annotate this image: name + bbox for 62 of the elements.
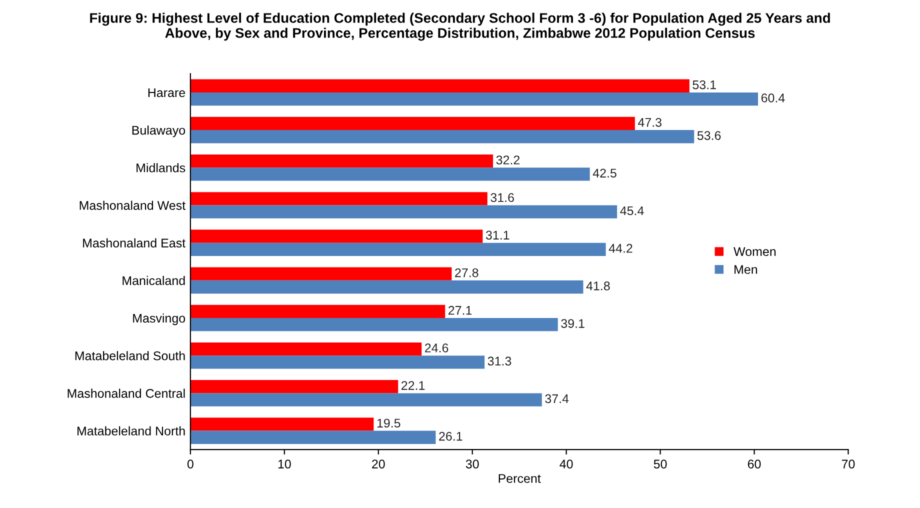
bar — [190, 242, 606, 256]
data-label: 31.1 — [486, 230, 510, 240]
data-label: 32.2 — [496, 156, 520, 164]
bar — [190, 92, 758, 106]
y-tick-label: Mashonaland Central — [68, 388, 185, 398]
bar — [190, 380, 398, 394]
data-label: 45.4 — [620, 206, 644, 216]
bar — [190, 116, 635, 130]
data-label: 60.4 — [761, 94, 785, 102]
y-tick-label: Masvingo — [133, 313, 186, 326]
legend-label: Men — [734, 265, 758, 274]
data-label: 31.6 — [490, 193, 514, 202]
data-label: 37.4 — [545, 394, 569, 404]
data-label: 42.5 — [592, 168, 616, 178]
bar — [190, 192, 488, 206]
y-tick-label: Mashonaland West — [80, 200, 186, 210]
data-label: 27.1 — [448, 306, 472, 315]
data-label: 47.3 — [638, 118, 662, 127]
data-label: 24.6 — [425, 344, 448, 352]
x-axis-title: Percent — [498, 474, 541, 483]
bar — [190, 318, 558, 332]
x-tick-label: 50 — [654, 460, 667, 468]
x-tick-label: 40 — [560, 460, 573, 468]
y-tick-label: Mashonaland East — [83, 238, 186, 248]
bar — [190, 430, 436, 444]
bar — [190, 356, 485, 369]
bar — [190, 205, 618, 218]
data-label: 31.3 — [488, 356, 512, 366]
y-tick-label: Matabeleland North — [78, 426, 185, 436]
bar — [190, 418, 374, 431]
data-label: 27.8 — [455, 268, 478, 278]
data-label: 19.5 — [377, 418, 400, 428]
bar — [190, 130, 694, 144]
data-label: 53.1 — [692, 80, 716, 90]
bar — [190, 154, 494, 168]
data-label: 22.1 — [402, 381, 425, 390]
data-label: 41.8 — [586, 282, 610, 290]
data-label: 44.2 — [608, 244, 632, 253]
bar — [190, 168, 590, 181]
chart-title: Figure 9: Highest Level of Education Completed (Secondary School Form 3 -6) for Population Aged 25 Years and Above, by Sex and Province, Percentage Distribution, Zimbabwe 2012 Population Census — [90, 12, 830, 41]
bar — [190, 393, 542, 406]
data-label: 26.1 — [439, 432, 462, 441]
y-tick-label: Bulawayo — [132, 126, 186, 138]
x-tick-label: 0 — [187, 460, 194, 468]
data-label: 39.1 — [561, 319, 584, 328]
legend-label: Women — [734, 247, 776, 256]
bar — [190, 79, 690, 92]
x-tick-label: 30 — [466, 460, 479, 468]
y-tick-label: Matabeleland South — [75, 351, 185, 360]
x-tick-label: 70 — [842, 460, 855, 468]
x-tick-label: 60 — [748, 460, 761, 468]
y-tick-label: Manicaland — [122, 276, 185, 286]
bar — [190, 230, 483, 243]
x-tick-label: 10 — [278, 460, 291, 468]
bar — [190, 304, 446, 318]
bar — [190, 267, 452, 280]
bar — [190, 280, 584, 294]
bar — [190, 342, 422, 356]
y-tick-label: Harare — [148, 88, 186, 98]
x-tick-label: 20 — [372, 460, 385, 468]
y-tick-label: Midlands — [136, 163, 186, 172]
data-label: 53.6 — [697, 131, 721, 140]
